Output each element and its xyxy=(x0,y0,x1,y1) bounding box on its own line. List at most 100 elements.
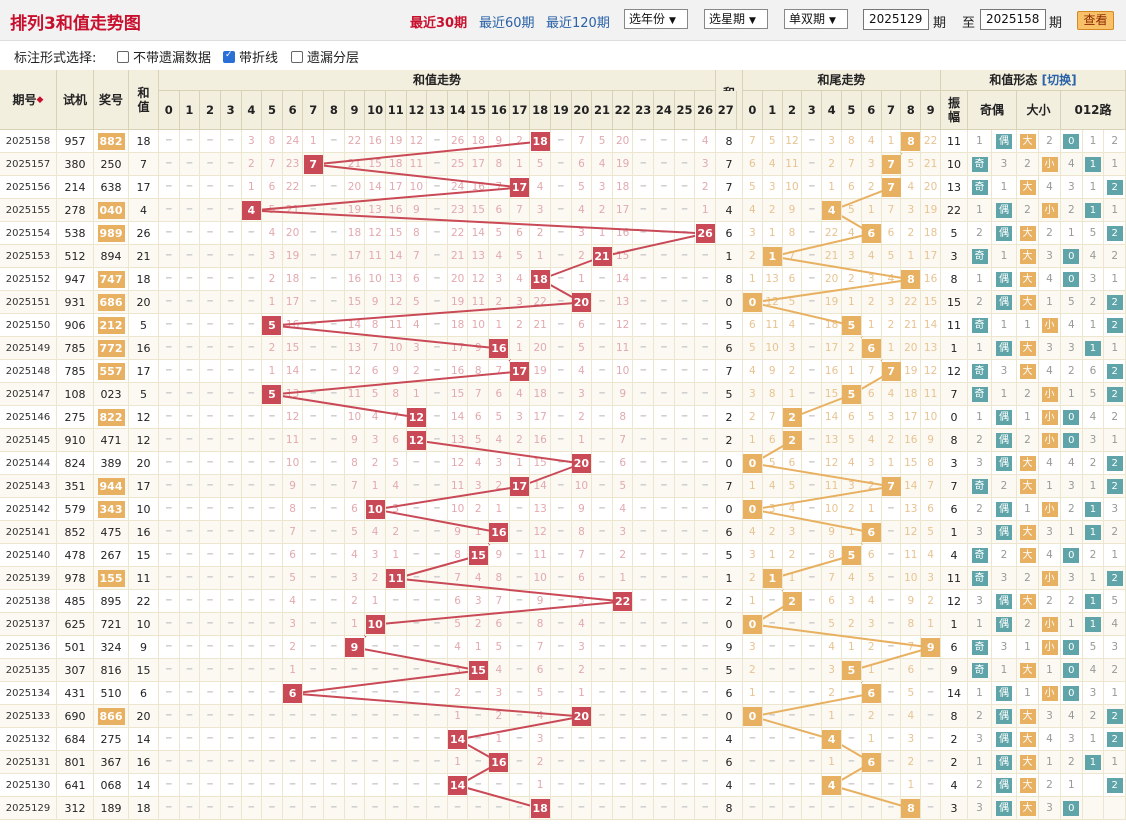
sum-trend-cell: 17 xyxy=(282,291,304,314)
tail-trend-cell: ━ xyxy=(802,268,823,291)
sum-trend-cell: ━ xyxy=(654,636,675,659)
sum-tail-cell: 6 xyxy=(716,337,743,360)
sum-trend-cell: 10 xyxy=(571,475,593,498)
sum-trend-cell: ━ xyxy=(365,682,386,705)
tail-col-6: 6 xyxy=(861,91,882,130)
sort-icon[interactable]: ◆ xyxy=(36,94,44,105)
period-cell: 2025148 xyxy=(0,360,57,383)
odd-even-period-select[interactable]: 单双期 ▼ xyxy=(784,9,848,29)
route-tag: 0 xyxy=(1063,548,1080,563)
checkbox-icon[interactable] xyxy=(117,51,129,63)
tail-marker: 6 xyxy=(861,339,881,358)
recent-60-link[interactable]: 最近60期 xyxy=(479,16,535,31)
prize-number: 510 xyxy=(100,687,122,700)
sum-trend-cell: ━ xyxy=(468,728,490,751)
recent-120-link[interactable]: 最近120期 xyxy=(546,16,610,31)
tail-trend-cell: 10 xyxy=(901,567,922,590)
tail-trend-marker: 1 xyxy=(762,567,783,590)
sum-trend-cell: 5 xyxy=(344,521,366,544)
sum-tail-cell: 2 xyxy=(716,406,743,429)
amplitude-cell: 0 xyxy=(941,406,968,429)
sum-trend-cell: 13 xyxy=(365,199,386,222)
top-toolbar: 排列3和值走势图 最近30期 最近60期 最近120期 选年份 ▼ 选星期 ▼ 单双… xyxy=(0,0,1126,41)
prize-number: 686 xyxy=(97,294,125,311)
sum-value-cell: 7 xyxy=(129,153,159,176)
sum-trend-cell: ━ xyxy=(674,705,696,728)
sum-trend-cell: 7 xyxy=(406,245,428,268)
sum-trend-cell: 5 xyxy=(262,199,283,222)
tail-trend-marker: 0 xyxy=(743,291,763,314)
sum-value-cell: 6 xyxy=(129,682,159,705)
tail-trend-cell: ━ xyxy=(881,544,902,567)
tail-trend-cell: ━ xyxy=(782,636,803,659)
sum-trend-cell: ━ xyxy=(159,567,180,590)
sum-trend-cell: 18 xyxy=(530,383,551,406)
parity-tag: 偶 xyxy=(996,410,1012,425)
tail-trend-cell: 3 xyxy=(782,521,803,544)
route-0-cell: 0 xyxy=(1061,130,1083,153)
sum-trend-cell: ━ xyxy=(427,590,448,613)
sum-trend-cell: ━ xyxy=(633,544,655,567)
sum-trend-cell: ━ xyxy=(674,360,696,383)
size-big-cell: 大 xyxy=(1017,176,1039,199)
sum-trend-cell: ━ xyxy=(654,245,675,268)
parity-even-cell: 偶 xyxy=(992,199,1017,222)
sum-trend-cell: ━ xyxy=(385,728,407,751)
tail-trend-cell: 22 xyxy=(901,291,922,314)
parity-even-cell: 1 xyxy=(992,383,1017,406)
sum-trend-cell: ━ xyxy=(324,199,345,222)
weekday-select[interactable]: 选星期 ▼ xyxy=(704,9,768,29)
option-omission-layer[interactable]: 遗漏分层 xyxy=(291,47,359,66)
col-period-header[interactable]: 期号 ◆ xyxy=(0,70,57,130)
sum-trend-cell: 6 xyxy=(282,544,304,567)
sum-marker: 16 xyxy=(489,523,509,542)
sum-trend-cell: ━ xyxy=(303,337,325,360)
sum-value-cell: 10 xyxy=(129,498,159,521)
tail-trend-cell: 3 xyxy=(743,383,763,406)
tail-trend-cell: 3 xyxy=(901,199,922,222)
option-with-lines[interactable]: 带折线 xyxy=(223,47,278,66)
size-tag: 大 xyxy=(1019,249,1036,264)
sum-trend-cell: ━ xyxy=(200,452,221,475)
from-period-input[interactable]: 2025129 xyxy=(863,9,929,30)
sum-trend-cell: ━ xyxy=(633,314,655,337)
checkbox-checked-icon[interactable] xyxy=(223,50,235,63)
sum-trend-cell: ━ xyxy=(159,797,180,820)
tail-trend-cell: ━ xyxy=(782,613,803,636)
sum-trend-cell: ━ xyxy=(509,567,531,590)
tail-trend-cell: ━ xyxy=(881,636,902,659)
option-no-omission[interactable]: 不带遗漏数据 xyxy=(117,47,211,66)
prize-number: 721 xyxy=(100,618,122,631)
form-switch-link[interactable]: [切换] xyxy=(1041,73,1077,87)
sum-marker: 5 xyxy=(262,316,282,335)
sum-trend-cell: 22 xyxy=(447,222,469,245)
trial-number-cell: 275 xyxy=(57,406,94,429)
sum-trend-cell: 17 xyxy=(447,337,469,360)
sum-trend-cell: 7 xyxy=(530,636,551,659)
route-1-cell xyxy=(1082,774,1105,797)
tail-trend-marker: 7 xyxy=(881,153,902,176)
recent-30-link[interactable]: 最近30期 xyxy=(410,16,468,31)
to-period-input[interactable]: 2025158 xyxy=(980,9,1046,30)
col-sum-label-a: 和 xyxy=(137,85,150,100)
sum-trend-cell: 2 xyxy=(489,705,510,728)
tail-trend-cell: 17 xyxy=(822,337,842,360)
sum-trend-cell: ━ xyxy=(674,222,696,245)
view-button[interactable]: 查看 xyxy=(1077,11,1114,30)
sum-trend-cell: 3 xyxy=(509,406,531,429)
sum-trend-cell: ━ xyxy=(674,429,696,452)
sum-trend-header: 和值走势 xyxy=(159,70,716,91)
tail-trend-cell: 8 xyxy=(782,222,803,245)
sum-trend-cell: 1 xyxy=(447,751,469,774)
route-tag: 0 xyxy=(1063,640,1080,655)
sum-col-18: 18 xyxy=(530,91,551,130)
sum-trend-cell: ━ xyxy=(200,383,221,406)
year-select[interactable]: 选年份 ▼ xyxy=(624,9,688,29)
checkbox-icon[interactable] xyxy=(291,51,303,63)
sum-trend-cell: 2 xyxy=(571,245,593,268)
sum-tail-cell: 0 xyxy=(716,705,743,728)
sum-trend-cell: ━ xyxy=(509,521,531,544)
tail-trend-cell: 12 xyxy=(921,360,941,383)
sum-trend-cell: ━ xyxy=(550,153,572,176)
prize-number-cell: 068 xyxy=(94,774,129,797)
